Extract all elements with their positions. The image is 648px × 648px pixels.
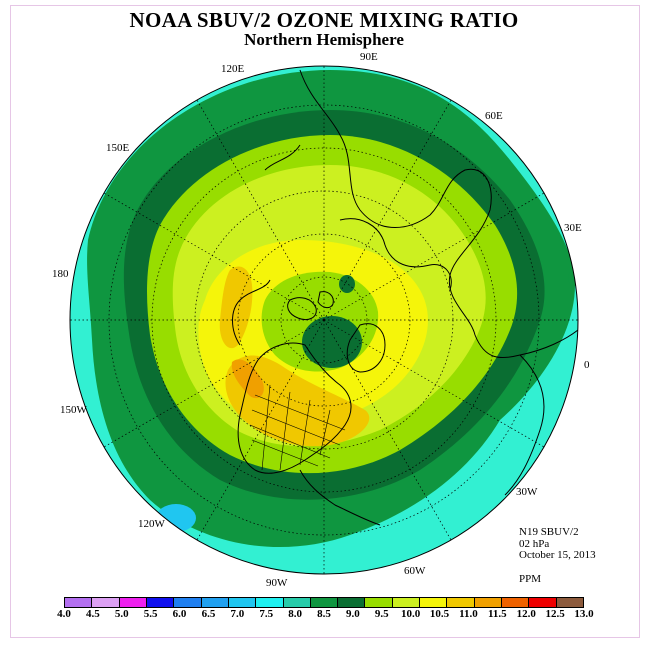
- colorbar-swatch: [174, 598, 202, 607]
- colorbar-swatch: [201, 598, 229, 607]
- colorbar-swatch: [447, 598, 475, 607]
- units-label: PPM: [519, 573, 542, 585]
- lon-label-90e: 90E: [360, 51, 378, 63]
- colorbar: [64, 597, 584, 608]
- colorbar-swatch: [310, 598, 339, 607]
- lon-label-180: 180: [52, 268, 69, 280]
- lon-label-120e: 120E: [221, 63, 245, 75]
- map-title: NOAA SBUV/2 OZONE MIXING RATIO: [129, 8, 519, 32]
- lon-label-60w: 60W: [404, 565, 426, 577]
- map-boundary: [69, 65, 579, 575]
- colorbar-tick-label: 8.5: [317, 608, 331, 620]
- colorbar-tick-label: 5.0: [114, 608, 129, 620]
- colorbar-tick-label: 13.0: [574, 608, 594, 620]
- colorbar-tick-label: 7.0: [230, 608, 245, 620]
- field-spot-9-0: [339, 275, 355, 293]
- colorbar-tick-label: 6.5: [201, 608, 216, 620]
- colorbar-tick-label: 9.5: [374, 608, 389, 620]
- lon-label-120w: 120W: [138, 518, 165, 530]
- colorbar-tick-label: 9.0: [346, 608, 360, 620]
- map-subtitle: Northern Hemisphere: [244, 30, 404, 49]
- colorbar-tick-label: 11.5: [488, 608, 507, 620]
- colorbar-swatch: [256, 598, 284, 607]
- colorbar-labels: 4.0 4.5 5.0 5.5 6.0 6.5 7.0 7.5 8.0 8.5 9.0 9.5 10.0…: [0, 608, 648, 624]
- colorbar-swatch: [119, 598, 147, 607]
- lon-label-60e: 60E: [485, 110, 503, 122]
- lon-label-30e: 30E: [564, 222, 582, 234]
- colorbar-swatch: [392, 598, 421, 607]
- colorbar-tick-label: 4.0: [57, 608, 71, 620]
- lon-label-150e: 150E: [106, 142, 130, 154]
- lon-label-90w: 90W: [266, 577, 288, 589]
- colorbar-swatch: [474, 598, 502, 607]
- colorbar-tick-label: 10.5: [429, 608, 450, 620]
- us-state-lines: [249, 384, 346, 471]
- colorbar-tick-label: 5.5: [143, 608, 158, 620]
- colorbar-tick-label: 12.0: [516, 608, 536, 620]
- ozone-field: [70, 66, 578, 574]
- colorbar-tick-label: 10.0: [401, 608, 421, 620]
- colorbar-tick-label: 6.0: [172, 608, 187, 620]
- date-label: October 15, 2013: [519, 549, 596, 561]
- colorbar-tick-label: 8.0: [288, 608, 302, 620]
- field-pole-9-0: [302, 316, 362, 368]
- figure-frame: [10, 5, 640, 638]
- colorbar-swatch: [228, 598, 257, 607]
- lon-label-30w: 30W: [516, 486, 538, 498]
- colorbar-swatch: [365, 598, 393, 607]
- colorbar-swatch: [338, 598, 366, 607]
- field-band-11-0-west: [219, 266, 253, 349]
- colorbar-swatch: [502, 598, 530, 607]
- colorbar-swatch: [529, 598, 557, 607]
- pressure-level-label: 02 hPa: [519, 538, 550, 550]
- colorbar-tick-label: 7.5: [259, 608, 274, 620]
- colorbar-swatch: [283, 598, 311, 607]
- lon-label-0: 0: [584, 359, 590, 371]
- satellite-label: N19 SBUV/2: [519, 526, 579, 538]
- colorbar-swatch: [420, 598, 448, 607]
- colorbar-swatch: [146, 598, 175, 607]
- colorbar-tick-label: 4.5: [86, 608, 100, 620]
- coastlines: [232, 69, 578, 526]
- colorbar-swatch: [65, 598, 93, 607]
- colorbar-swatch: [556, 598, 583, 607]
- colorbar-swatch: [92, 598, 120, 607]
- lon-label-150w: 150W: [60, 404, 87, 416]
- colorbar-tick-label: 12.5: [545, 608, 565, 620]
- field-band-11-5: [231, 359, 264, 399]
- field-band-11-0: [225, 355, 370, 447]
- colorbar-tick-label: 11.0: [459, 608, 478, 620]
